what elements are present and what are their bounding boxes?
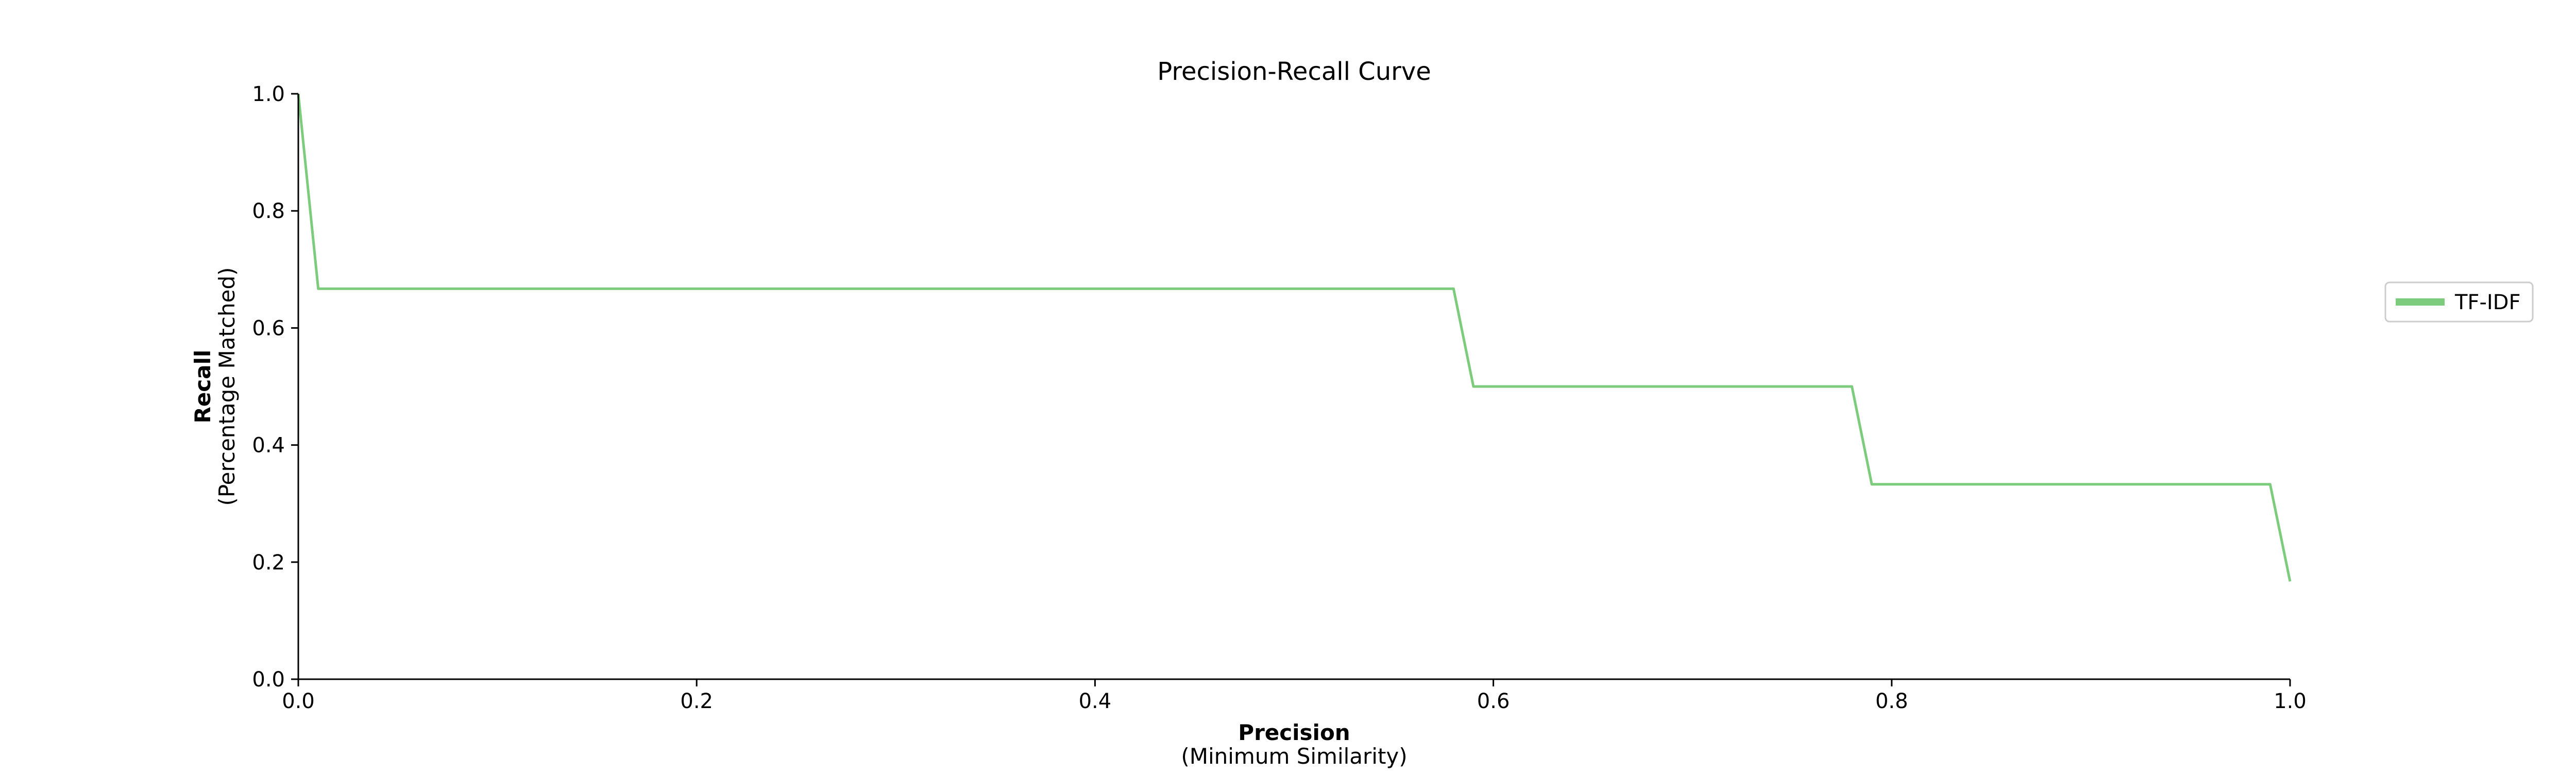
chart-title: Precision-Recall Curve [1157, 57, 1431, 86]
legend-box [2384, 281, 2534, 323]
y-tick-label: 0.8 [252, 199, 285, 223]
series-line-tf-idf [297, 93, 2292, 582]
y-axis-ticks: 0.0 0.2 0.4 0.6 0.8 1.0 [252, 82, 298, 692]
x-tick-label: 0.4 [1079, 690, 1112, 713]
x-tick-label: 0.6 [1477, 690, 1510, 713]
y-tick-label: 0.0 [252, 668, 285, 692]
y-axis-label: Recall [190, 350, 215, 424]
x-axis-sublabel: (Minimum Similarity) [1181, 744, 1407, 769]
legend-label-tf-idf: TF-IDF [2454, 291, 2520, 314]
x-tick-label: 0.0 [282, 690, 315, 713]
x-axis-label: Precision [1238, 720, 1350, 745]
y-tick-label: 0.6 [252, 316, 285, 340]
y-tick-label: 0.2 [252, 551, 285, 575]
x-tick-label: 0.2 [680, 690, 713, 713]
plot-area [297, 93, 2292, 582]
y-tick-label: 0.4 [252, 434, 285, 458]
x-tick-label: 1.0 [2274, 690, 2307, 713]
x-tick-label: 0.8 [1875, 690, 1908, 713]
x-axis-ticks: 0.0 0.2 0.4 0.6 0.8 1.0 [282, 679, 2307, 713]
y-axis-sublabel: (Percentage Matched) [214, 267, 240, 506]
legend: TF-IDF [2384, 281, 2534, 323]
y-tick-label: 1.0 [252, 82, 285, 106]
